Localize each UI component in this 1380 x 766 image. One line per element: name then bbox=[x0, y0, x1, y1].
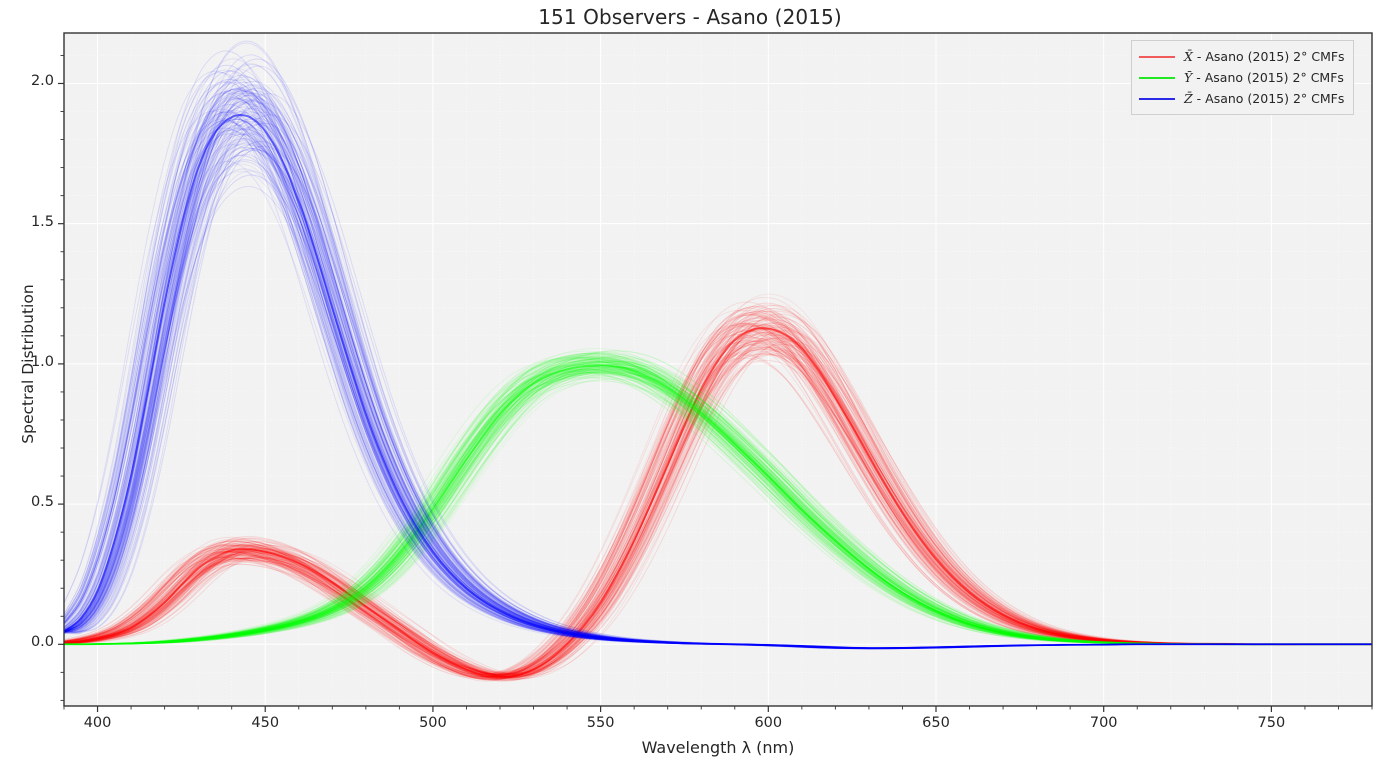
x-tick-label: 400 bbox=[83, 715, 112, 731]
y-tick-label: 1.5 bbox=[30, 213, 54, 230]
legend-label: Ȳ - Asano (2015) 2° CMFs bbox=[1184, 70, 1344, 85]
y-tick-label: 0.5 bbox=[30, 494, 54, 511]
series-z-bar bbox=[63, 40, 1373, 650]
x-tick-label: 550 bbox=[586, 715, 615, 731]
legend-label: Z̄ - Asano (2015) 2° CMFs bbox=[1184, 91, 1345, 106]
axes-frame bbox=[63, 32, 1373, 707]
y-tick-label: 1.0 bbox=[30, 353, 54, 370]
x-tick-label: 500 bbox=[419, 715, 447, 731]
legend-item-z-bar[interactable]: Z̄ - Asano (2015) 2° CMFs bbox=[1139, 88, 1345, 109]
x-axis-label: Wavelength λ (nm) bbox=[641, 738, 795, 757]
x-tick-label: 650 bbox=[922, 715, 950, 731]
x-tick-label: 750 bbox=[1257, 715, 1286, 731]
legend-symbol: X̄ bbox=[1184, 49, 1197, 64]
series-mean-curve bbox=[63, 113, 1372, 650]
legend-symbol: Z̄ bbox=[1184, 91, 1197, 106]
tick-marks bbox=[58, 54, 1373, 712]
legend-symbol: Ȳ bbox=[1184, 70, 1197, 85]
gridlines bbox=[63, 33, 1373, 706]
y-tick-label: 2.0 bbox=[30, 73, 54, 90]
legend-item-x-bar[interactable]: X̄ - Asano (2015) 2° CMFs bbox=[1139, 46, 1345, 67]
legend-color-swatch bbox=[1139, 76, 1175, 79]
x-tick-label: 600 bbox=[754, 715, 783, 731]
y-tick-label: 0.0 bbox=[30, 634, 54, 651]
legend-color-swatch bbox=[1139, 97, 1175, 100]
x-tick-label: 700 bbox=[1089, 715, 1118, 731]
observer-curve bbox=[63, 340, 1373, 677]
legend-item-y-bar[interactable]: Ȳ - Asano (2015) 2° CMFs bbox=[1139, 67, 1345, 88]
plot-area-background bbox=[64, 33, 1372, 706]
x-tick-label: 450 bbox=[251, 715, 280, 731]
legend-color-swatch bbox=[1139, 55, 1175, 58]
legend-label: X̄ - Asano (2015) 2° CMFs bbox=[1184, 49, 1345, 64]
chart-title: 151 Observers - Asano (2015) bbox=[538, 5, 842, 29]
legend[interactable]: X̄ - Asano (2015) 2° CMFs Ȳ - Asano (201… bbox=[1131, 40, 1354, 115]
